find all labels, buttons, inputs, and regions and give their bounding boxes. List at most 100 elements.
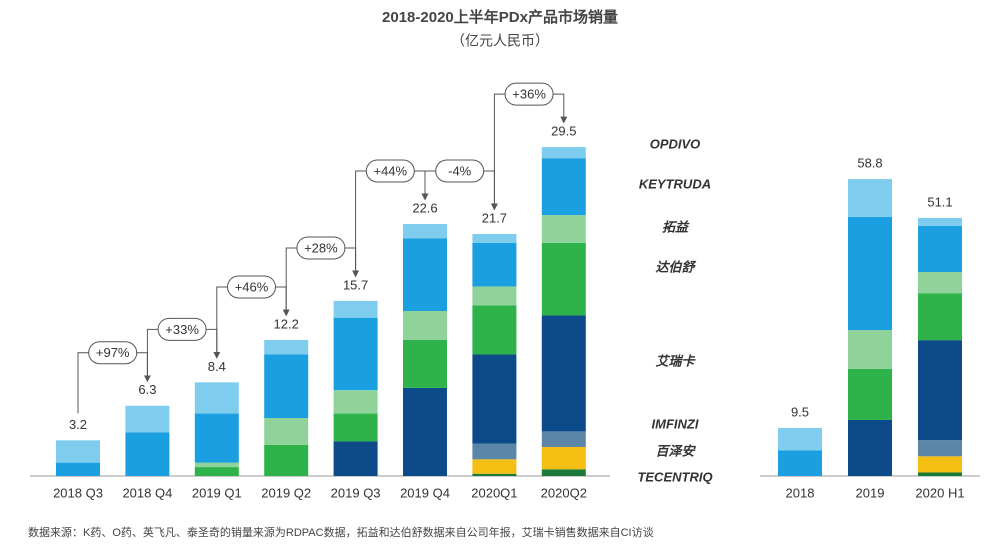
bar-segment [56,462,100,476]
bar-segment [333,441,378,476]
x-tick-label: 2018 Q3 [53,485,103,500]
bar-segment [541,147,586,159]
total-label: 3.2 [69,417,87,432]
legend-logo: 达伯舒 [655,259,696,274]
bar-segment [472,234,517,243]
total-label: 58.8 [857,155,882,170]
x-tick-label: 2018 [786,485,815,500]
growth-label: -4% [448,163,472,178]
legend-logo: KEYTRUDA [639,176,711,191]
bar-segment [194,462,239,468]
growth-box [157,317,207,341]
bar-segment [918,271,962,294]
x-tick-label: 2018 Q4 [122,485,172,500]
total-label: 12.2 [274,316,299,331]
bar-segment [918,293,962,341]
bar-segment [56,440,100,463]
total-label: 8.4 [208,359,226,374]
chart-title: 2018-2020上半年PDx产品市场销量 [382,8,618,26]
legend-logo: 拓益 [662,219,690,234]
bar-segment [403,224,447,239]
total-label: 22.6 [412,200,437,215]
growth-label: +36% [512,87,546,102]
legend-logo: 艾瑞卡 [655,353,696,368]
x-tick-label: 2019 Q3 [331,485,381,500]
bar-segment [541,447,586,470]
bar-segment [333,413,378,442]
x-tick-label: 2019 Q4 [400,485,450,500]
bar-segment [264,339,309,355]
bar-segment [472,286,517,306]
bar-segment [333,317,378,391]
x-tick-label: 2020Q2 [541,485,587,500]
bar-segment [194,413,239,463]
growth-box [365,159,415,183]
bar-segment [541,215,586,243]
bar-segment [472,459,517,474]
x-tick-label: 2019 Q2 [261,485,311,500]
bar-segment [403,339,447,388]
bar-segment [472,473,517,476]
bar-segment [264,418,309,445]
bar-segment [778,450,822,476]
bar-segment [333,300,378,318]
bar-segment [403,238,447,311]
bar-segment [264,354,309,419]
bar-segment [918,226,962,272]
bar-segment [778,428,822,451]
bar-segment [125,432,170,476]
bar-segment [472,354,517,444]
bar-segment [918,217,962,227]
bar-segment [403,387,447,476]
bar-segment [472,242,517,287]
bar-segment [918,340,962,441]
bar-segment [918,472,962,476]
bar-segment [125,405,170,433]
growth-box [504,82,554,106]
bar-segment [918,456,962,473]
growth-box [88,341,138,365]
x-tick-label: 2020Q1 [471,485,517,500]
x-tick-label: 2020 H1 [915,485,964,500]
bar-segment [848,368,892,420]
growth-label: +28% [304,240,338,255]
legend-logo: OPDIVO [650,136,701,151]
legend-logo: IMFINZI [652,416,699,431]
bar-segment [472,305,517,355]
growth-label: +33% [165,322,199,337]
bar-segment [194,467,239,476]
bar-segment [918,440,962,457]
x-tick-label: 2019 Q1 [192,485,242,500]
bar-segment [848,216,892,331]
legend-logo: 百泽安 [655,443,696,458]
bar-segment [848,330,892,369]
growth-box [435,159,485,183]
bar-segment [264,444,309,476]
total-label: 9.5 [791,404,809,419]
total-label: 15.7 [343,277,368,292]
growth-box [227,275,276,299]
source-note: 数据来源：K药、O药、英飞凡、泰圣奇的销量来源为RDPAC数据，拓益和达伯舒数据… [28,525,654,539]
growth-label: +97% [96,345,130,360]
bar-segment [541,431,586,448]
chart-subtitle: （亿元人民币） [451,33,549,49]
growth-label: +44% [373,163,407,178]
total-label: 21.7 [482,210,507,225]
bar-segment [848,419,892,476]
bar-segment [472,443,517,460]
total-label: 6.3 [138,382,156,397]
total-label: 29.5 [551,124,576,139]
total-label: 51.1 [927,194,952,209]
bar-segment [541,242,586,316]
bar-segment [541,158,586,216]
bar-segment [194,382,239,414]
legend-logo: TECENTRIQ [637,469,712,484]
x-tick-label: 2019 [856,485,885,500]
bar-segment [848,179,892,217]
bar-segment [403,310,447,340]
bar-segment [333,390,378,414]
bar-segment [541,469,586,476]
bar-segment [541,315,586,432]
growth-box [296,236,346,260]
